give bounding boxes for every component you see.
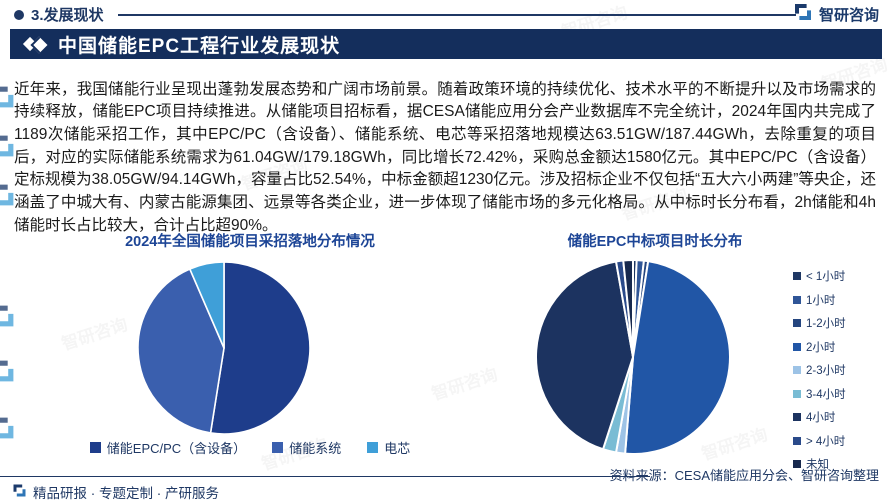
legend-swatch <box>793 295 801 304</box>
left-pie-chart <box>136 260 312 441</box>
legend-swatch <box>793 319 801 327</box>
double-diamond-icon <box>22 36 48 54</box>
legend-label: 电芯 <box>384 441 411 456</box>
legend-swatch <box>793 460 801 468</box>
watermark: 智研咨询 <box>429 364 500 404</box>
zhiyan-logo-icon <box>0 133 16 164</box>
right-pie-chart <box>534 258 732 461</box>
legend-swatch <box>793 366 801 374</box>
legend-swatch <box>793 272 801 280</box>
watermark: 智研咨询 <box>59 314 130 354</box>
pie-slice <box>189 261 225 349</box>
legend-item: < 1小时 <box>793 268 846 284</box>
brand-name: 智研咨询 <box>818 7 879 24</box>
left-chart-title: 2024年全国储能项目采招落地分布情况 <box>125 234 375 250</box>
banner: 中国储能EPC工程行业发展现状 <box>10 29 882 59</box>
pie-slice <box>209 261 311 435</box>
pie-slice <box>137 268 225 434</box>
pie-slice <box>624 260 732 456</box>
legend-item: 电芯 <box>367 438 410 457</box>
legend-label: 1小时 <box>806 294 836 307</box>
legend-item: 储能系统 <box>272 438 341 457</box>
banner-title: 中国储能EPC工程行业发展现状 <box>58 35 341 57</box>
legend-item: > 4小时 <box>793 433 846 449</box>
legend-swatch <box>793 389 801 398</box>
pie-slice <box>535 260 634 451</box>
pie-slice <box>622 259 634 358</box>
body-paragraph: 近年来，我国储能行业呈现出蓬勃发展态势和广阔市场前景。随着政策环境的持续优化、技… <box>14 80 876 234</box>
zhiyan-logo-icon <box>0 84 16 115</box>
source-note: 资料来源：CESA储能应用分会、智研咨询整理 <box>609 468 879 483</box>
legend-item: 2-3小时 <box>793 362 846 378</box>
left-chart-legend: 储能EPC/PC（含设备） 储能系统 电芯 <box>30 438 470 457</box>
legend-label: 1-2小时 <box>806 318 846 330</box>
legend-label: 储能EPC/PC（含设备） <box>106 441 247 456</box>
legend-label: 2小时 <box>806 341 836 354</box>
legend-label: 2-3小时 <box>806 365 846 377</box>
zhiyan-logo-icon <box>0 358 16 389</box>
footer-tagline: 精品研报 · 专题定制 · 产研服务 <box>12 482 219 500</box>
header-divider <box>118 14 796 16</box>
right-chart-legend: < 1小时 1小时 1-2小时 2小时 2-3小时 3-4小时 4小时 > 4小时未知 <box>793 268 846 472</box>
legend-label: 4小时 <box>806 412 836 424</box>
footer-tagline-text: 精品研报 · 专题定制 · 产研服务 <box>33 486 219 500</box>
legend-swatch <box>272 442 284 453</box>
footer-divider <box>0 476 650 477</box>
legend-label: > 4小时 <box>806 435 846 448</box>
zhiyan-logo-icon <box>0 182 16 213</box>
legend-label: < 1小时 <box>806 271 846 283</box>
legend-swatch <box>89 442 101 453</box>
brand-logo: 智研咨询 <box>793 2 879 27</box>
zhiyan-logo-icon <box>793 2 813 27</box>
section-bullet-icon <box>14 10 24 20</box>
legend-item: 1小时 <box>793 292 846 308</box>
legend-item: 1-2小时 <box>793 315 846 331</box>
legend-label: 3-4小时 <box>806 388 846 401</box>
legend-item: 储能EPC/PC（含设备） <box>89 438 247 457</box>
legend-item: 3-4小时 <box>793 386 846 402</box>
legend-label: 未知 <box>806 459 829 471</box>
zhiyan-logo-icon <box>12 483 27 500</box>
legend-swatch <box>367 442 379 453</box>
zhiyan-logo-icon <box>0 415 16 446</box>
right-chart-title: 储能EPC中标项目时长分布 <box>567 234 743 250</box>
legend-item: 未知 <box>793 456 846 472</box>
legend-swatch <box>793 342 801 351</box>
legend-label: 储能系统 <box>289 441 342 456</box>
zhiyan-logo-icon <box>0 303 16 334</box>
legend-item: 4小时 <box>793 409 846 425</box>
legend-swatch <box>793 413 801 421</box>
section-label: 3.发展现状 <box>31 7 104 24</box>
legend-item: 2小时 <box>793 339 846 355</box>
legend-swatch <box>793 436 801 445</box>
